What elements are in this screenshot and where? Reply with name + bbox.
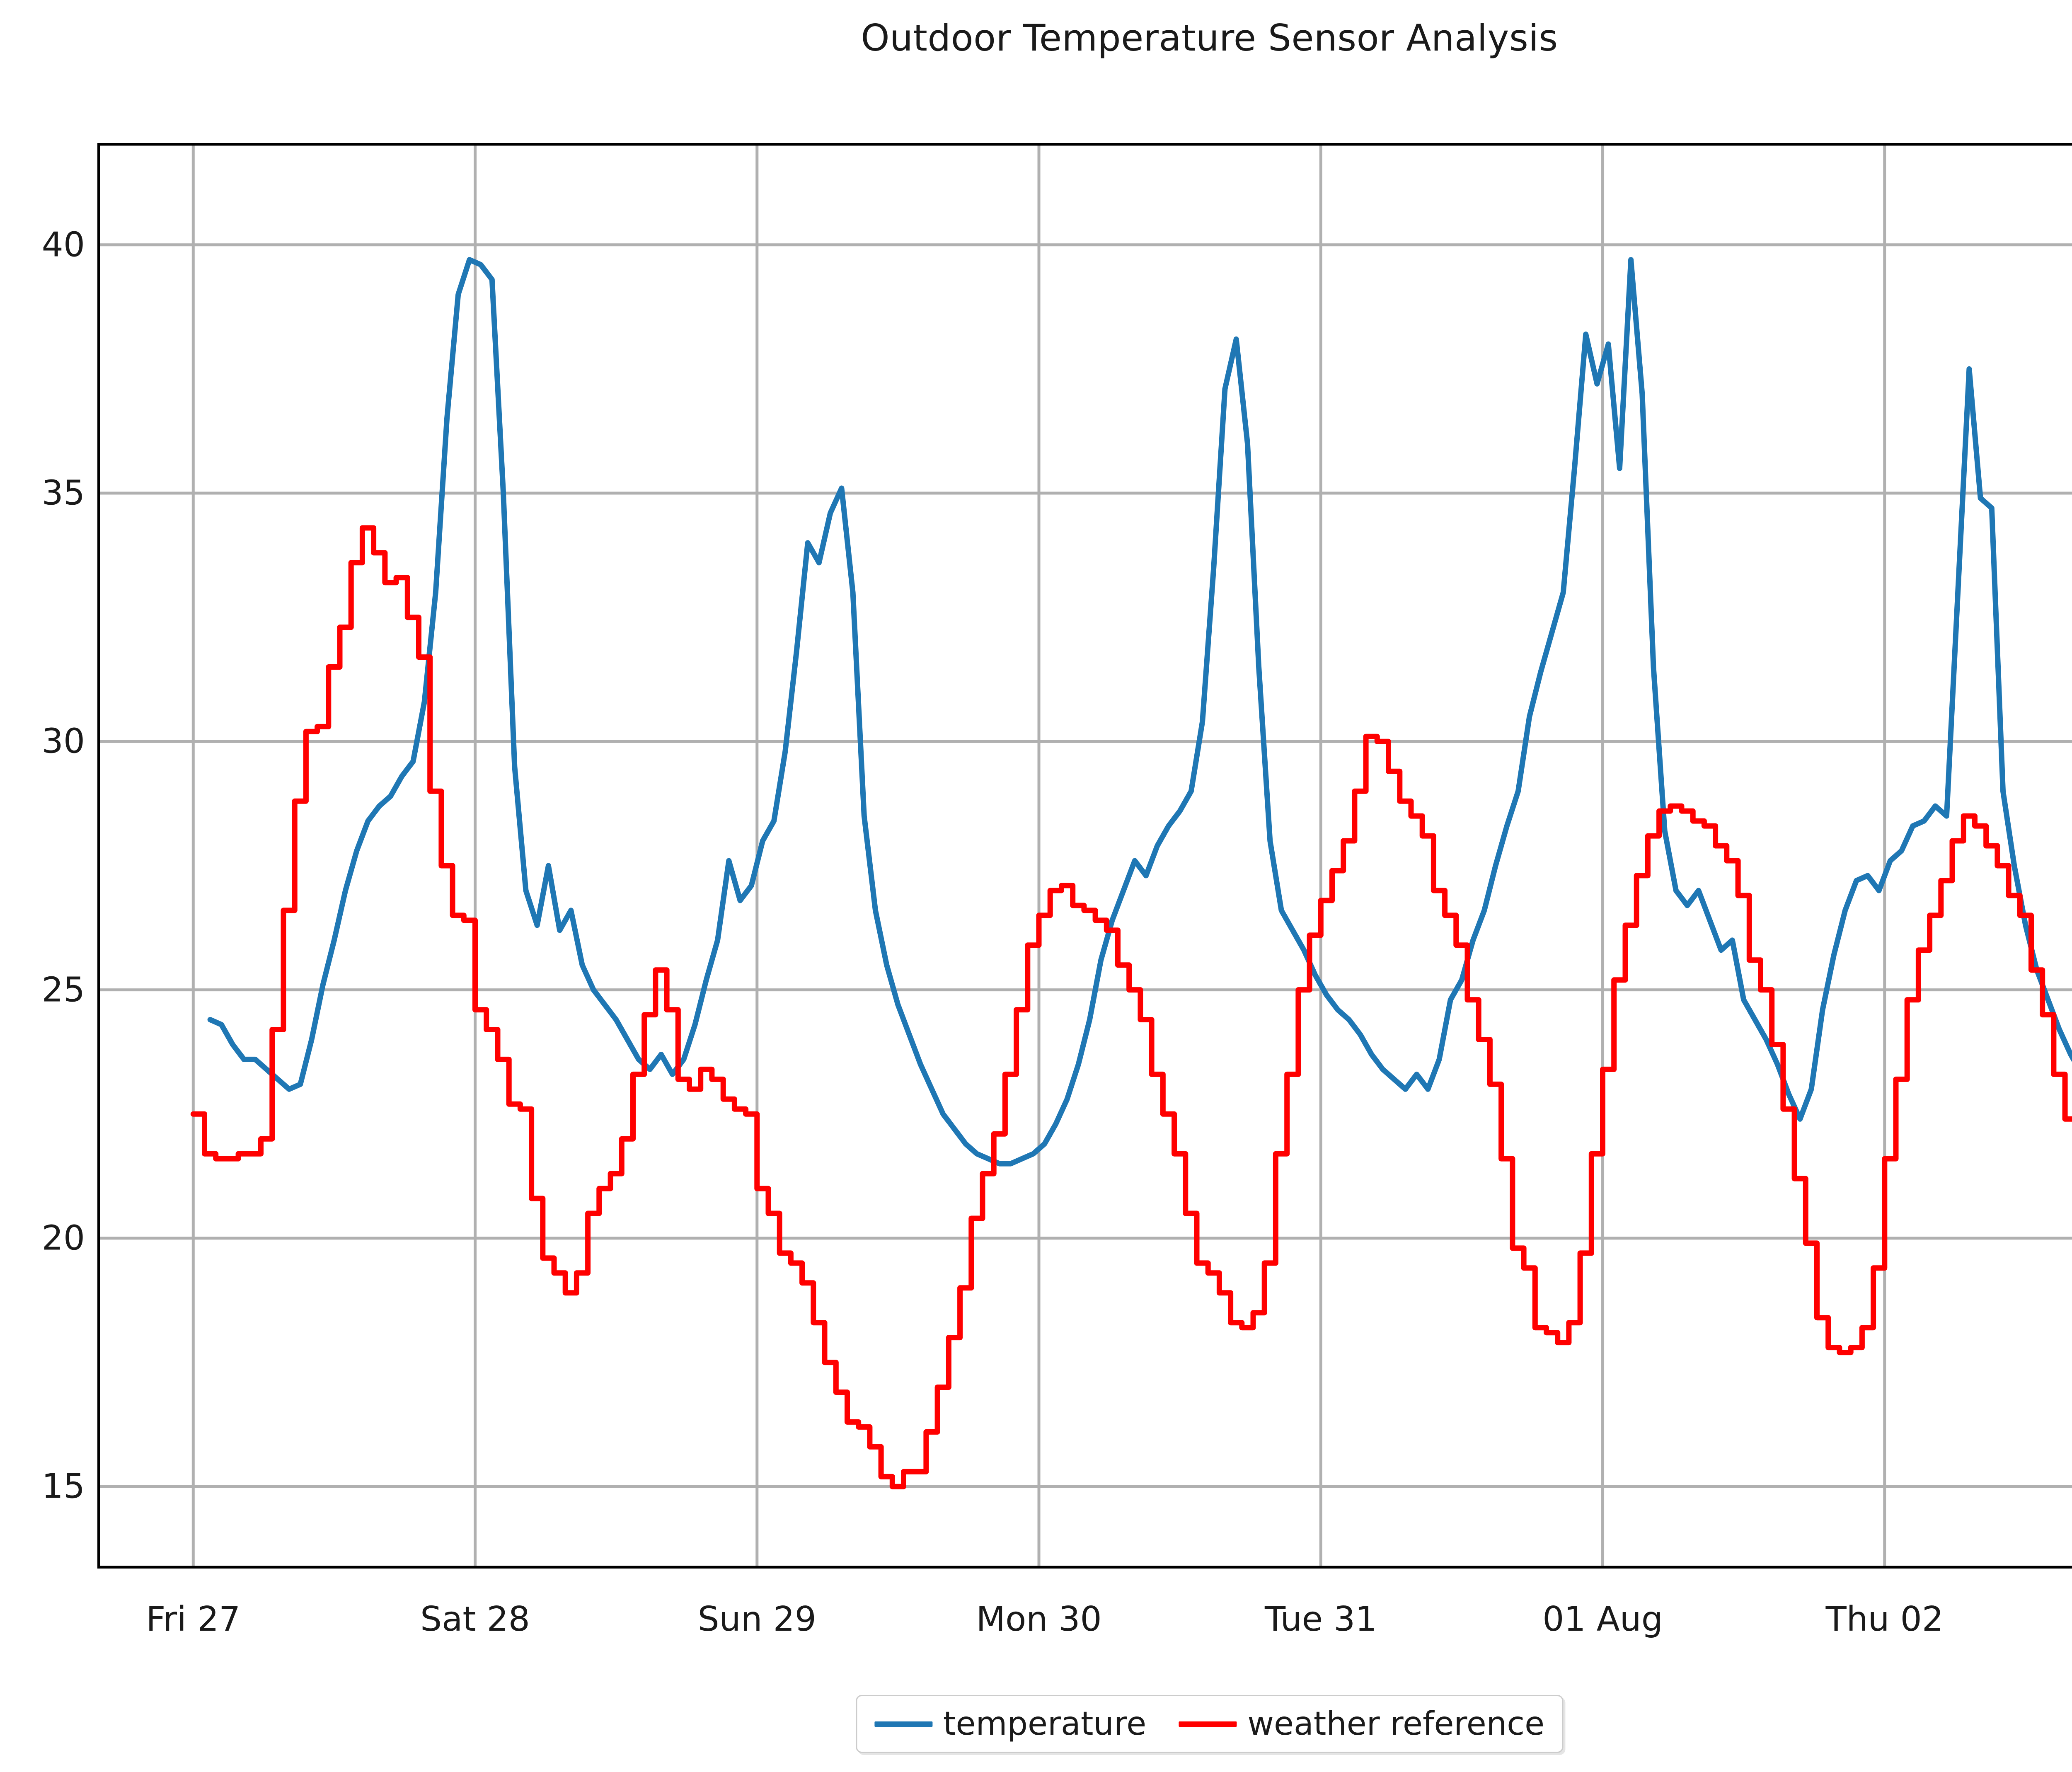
series-line-weather-reference [190,525,2072,1489]
legend-entry-temperature[interactable]: temperature [874,1705,1146,1743]
y-axis-tick-labels: 15 20 25 30 35 40 [0,143,85,1569]
y-tick-label: 25 [41,970,85,1010]
legend-label-temperature: temperature [943,1705,1147,1743]
legend-swatch-temperature [874,1721,932,1727]
series-lines [190,257,2072,1489]
y-tick-label: 15 [41,1467,85,1506]
x-tick-label: 01 Aug [1542,1600,1663,1639]
plot-area [97,143,2072,1569]
legend-label-weather-reference: weather reference [1247,1705,1545,1743]
x-axis-offset-label: August 2018 [0,1647,2072,1687]
y-tick-label: 35 [41,473,85,513]
legend-entry-weather-reference[interactable]: weather reference [1179,1705,1544,1743]
y-tick-label: 30 [41,721,85,761]
x-tick-label: Mon 30 [976,1600,1102,1639]
x-tick-label: Thu 02 [1825,1600,1944,1639]
y-tick-label: 20 [41,1218,85,1258]
x-tick-label: Sat 28 [420,1600,530,1639]
x-axis-tick-labels: Fri 27 Sat 28 Sun 29 Mon 30 Tue 31 01 Aug Thu … [0,1600,2072,1649]
series-line-temperature [207,257,2072,1167]
legend-swatch-weather-reference [1179,1721,1237,1727]
x-tick-label: Fri 27 [146,1600,241,1639]
x-tick-label: Tue 31 [1265,1600,1377,1639]
y-tick-label: 40 [41,225,85,265]
plot-canvas [97,143,2072,1569]
grid-lines [97,143,2072,1569]
plot-border [97,143,2072,1569]
x-tick-label: Sun 29 [697,1600,816,1639]
page-title: Outdoor Temperature Sensor Analysis [861,17,1558,59]
chart-legend[interactable]: temperature weather reference [855,1695,1564,1753]
